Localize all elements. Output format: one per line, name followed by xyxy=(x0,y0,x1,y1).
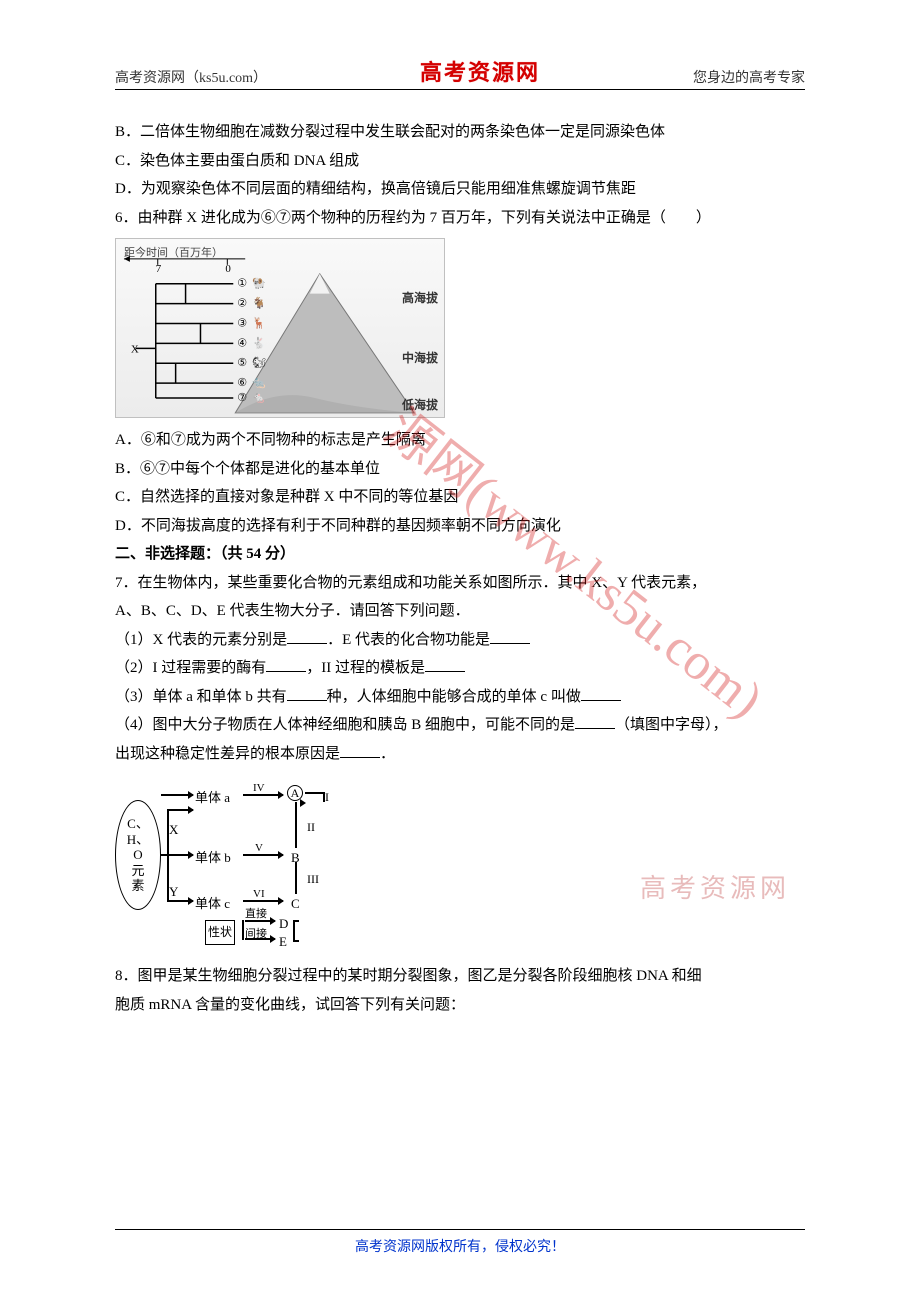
label-x: X xyxy=(169,818,178,843)
svg-text:🐏: 🐏 xyxy=(252,277,266,290)
option-d: D．为观察染色体不同层面的精细结构，换高倍镜后只能用细准焦螺旋调节焦距 xyxy=(115,175,805,204)
option-b: B．二倍体生物细胞在减数分裂过程中发生联会配对的两条染色体一定是同源染色体 xyxy=(115,118,805,147)
q7-line1: 7．在生物体内，某些重要化合物的元素组成和功能关系如图所示．其中 X、Y 代表元… xyxy=(115,569,805,598)
header-center-logo: 高考资源网 xyxy=(420,55,540,87)
q7-1-a: （1）X 代表的元素分别是 xyxy=(115,632,287,648)
blank xyxy=(266,657,306,672)
q7-2-b: ，II 过程的模板是 xyxy=(306,660,425,676)
section-2-heading: 二、非选择题：（共 54 分） xyxy=(115,540,805,569)
figure-q6-mountain: 距今时间（百万年） 7 0 X xyxy=(115,238,445,418)
svg-text:7: 7 xyxy=(156,263,162,275)
svg-text:①: ① xyxy=(237,278,247,290)
oval-line: 元 xyxy=(131,863,144,879)
blank xyxy=(490,629,530,644)
watermark-brand: 高考资源网 xyxy=(640,868,790,905)
q7-4-d: ． xyxy=(380,746,395,762)
q6-option-d: D．不同海拔高度的选择有利于不同种群的基因频率朝不同方向演化 xyxy=(115,512,805,541)
label-mid-altitude: 中海拔 xyxy=(402,347,438,370)
blank xyxy=(340,743,380,758)
q7-sub4-line1: （4）图中大分子物质在人体神经细胞和胰岛 B 细胞中，可能不同的是 （填图中字母）… xyxy=(115,711,805,740)
edge-VI: VI xyxy=(253,884,265,905)
q7-sub2: （2）I 过程需要的酶有 ，II 过程的模板是 xyxy=(115,654,805,683)
svg-text:⑤: ⑤ xyxy=(237,357,247,369)
svg-text:🐐: 🐐 xyxy=(252,297,266,310)
blank xyxy=(287,686,327,701)
page-header: 高考资源网（ks5u.com） 高考资源网 您身边的高考专家 xyxy=(115,55,805,90)
oval-line: C、 xyxy=(127,816,149,832)
blank xyxy=(575,714,615,729)
q6-option-c: C．自然选择的直接对象是种群 X 中不同的等位基因 xyxy=(115,483,805,512)
svg-text:0: 0 xyxy=(225,263,231,275)
blank xyxy=(425,657,465,672)
svg-text:⑥: ⑥ xyxy=(237,377,247,389)
svg-text:②: ② xyxy=(237,298,247,310)
q6-option-b: B．⑥⑦中每个个体都是进化的基本单位 xyxy=(115,455,805,484)
page-footer: 高考资源网版权所有，侵权必究！ xyxy=(115,1229,805,1256)
q7-sub3: （3）单体 a 和单体 b 共有 种，人体细胞中能够合成的单体 c 叫做 xyxy=(115,683,805,712)
svg-text:③: ③ xyxy=(237,317,247,329)
label-indirect: 间接 xyxy=(245,924,267,945)
node-E: E xyxy=(279,930,287,955)
label-low-altitude: 低海拔 xyxy=(402,394,438,417)
svg-text:🐁: 🐁 xyxy=(252,392,266,404)
label-high-altitude: 高海拔 xyxy=(402,287,438,310)
q7-4-b: （填图中字母）， xyxy=(615,717,728,733)
q8-line1: 8．图甲是某生物细胞分裂过程中的某时期分裂图象，图乙是分裂各阶段细胞核 DNA … xyxy=(115,962,805,991)
q8-line2: 胞质 mRNA 含量的变化曲线，试回答下列有关问题： xyxy=(115,991,805,1020)
mountain-svg: 7 0 X xyxy=(116,239,444,418)
q7-line2: A、B、C、D、E 代表生物大分子．请回答下列问题． xyxy=(115,597,805,626)
node-mono-c: 单体 c xyxy=(195,892,230,917)
q7-4-c: 出现这种稳定性差异的根本原因是 xyxy=(115,746,340,762)
element-oval: C、 H、 O 元 素 xyxy=(115,800,161,910)
header-left: 高考资源网（ks5u.com） xyxy=(115,67,267,87)
node-C: C xyxy=(291,892,300,917)
q7-sub1: （1）X 代表的元素分别是 ．E 代表的化合物功能是 xyxy=(115,626,805,655)
svg-text:X: X xyxy=(131,343,139,355)
oval-line: O xyxy=(133,847,142,863)
svg-text:🐿: 🐿 xyxy=(252,356,266,369)
oval-line: 素 xyxy=(131,878,144,894)
node-mono-a: 单体 a xyxy=(195,786,230,811)
svg-text:⑦: ⑦ xyxy=(237,392,247,404)
edge-V: V xyxy=(255,838,263,859)
node-mono-b: 单体 b xyxy=(195,846,231,871)
q7-3-b: 种，人体细胞中能够合成的单体 c 叫做 xyxy=(327,689,581,705)
blank xyxy=(287,629,327,644)
q6-option-a: A．⑥和⑦成为两个不同物种的标志是产生隔离 xyxy=(115,426,805,455)
question-6: 6．由种群 X 进化成为⑥⑦两个物种的历程约为 7 百万年，下列有关说法中正确是… xyxy=(115,204,805,233)
header-right: 您身边的高考专家 xyxy=(693,67,805,87)
q7-sub4-line2: 出现这种稳定性差异的根本原因是 ． xyxy=(115,740,805,769)
svg-text:🐇: 🐇 xyxy=(252,336,266,349)
q7-3-a: （3）单体 a 和单体 b 共有 xyxy=(115,689,287,705)
edge-II: II xyxy=(307,816,315,839)
option-c: C．染色体主要由蛋白质和 DNA 组成 xyxy=(115,147,805,176)
q7-2-a: （2）I 过程需要的酶有 xyxy=(115,660,266,676)
edge-I: I xyxy=(325,786,329,809)
q7-1-b: ．E 代表的化合物功能是 xyxy=(327,632,490,648)
edge-IV: IV xyxy=(253,778,265,799)
oval-line: H、 xyxy=(127,832,149,848)
blank xyxy=(581,686,621,701)
figure-q7-diagram: C、 H、 O 元 素 X Y 单体 a 单体 b 单体 c IV V xyxy=(115,774,375,954)
node-trait: 性状 xyxy=(205,920,235,945)
edge-III: III xyxy=(307,868,319,891)
footer-text: 高考资源网版权所有，侵权必究！ xyxy=(355,1240,565,1255)
svg-text:🦌: 🦌 xyxy=(252,316,266,329)
label-direct: 直接 xyxy=(245,904,267,925)
svg-text:④: ④ xyxy=(237,337,247,349)
svg-text:🐀: 🐀 xyxy=(252,377,266,389)
q7-4-a: （4）图中大分子物质在人体神经细胞和胰岛 B 细胞中，可能不同的是 xyxy=(115,717,575,733)
